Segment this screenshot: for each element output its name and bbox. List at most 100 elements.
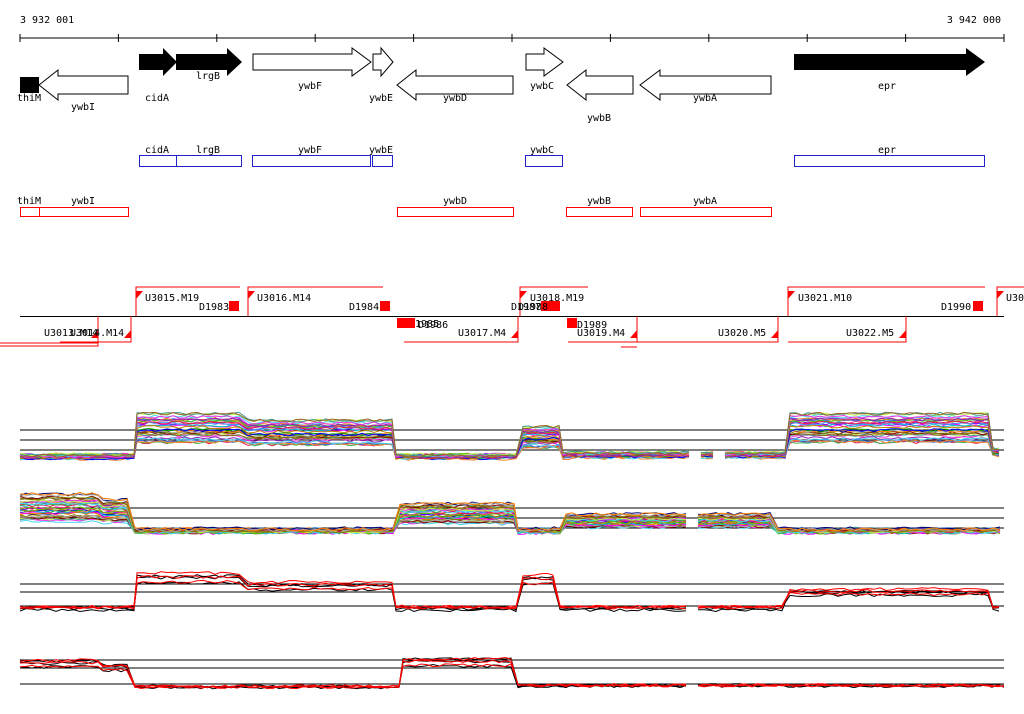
terminator-D1984[interactable]: D1984: [349, 301, 390, 313]
tu-label-U3020: U3020.M5: [718, 328, 766, 339]
gene-label-ywbE: ywbE: [369, 93, 393, 104]
gene-ywbE[interactable]: ywbE: [369, 46, 394, 104]
red-box-label-ywbA: ywbA: [693, 196, 717, 207]
terminator-D1990[interactable]: D1990: [941, 301, 983, 313]
terminator-D1985[interactable]: D1985: [397, 318, 439, 330]
expression-profile-line: [19, 496, 1001, 531]
transcription-unit-track: U3015.M19 U3016.M14 U3018.M19 U3021.M10 …: [0, 286, 1024, 348]
red-box-ywbI[interactable]: ywbI: [39, 196, 129, 217]
blue-box-epr[interactable]: epr: [794, 145, 985, 167]
gene-ywbC[interactable]: ywbC: [525, 47, 564, 92]
blue-box-cidA[interactable]: cidA: [139, 145, 177, 167]
gene-label-ywbB: ywbB: [587, 113, 611, 124]
red-box-ywbA[interactable]: ywbA: [640, 196, 772, 217]
expression-panel-forward-conditions: [19, 411, 1004, 461]
tu-U3017[interactable]: U3017.M4: [404, 316, 519, 343]
gene-ywbB[interactable]: ywbB: [566, 68, 634, 124]
terminator-label-D1988: D1988: [518, 302, 548, 313]
tu-label-U3018: U3018.M19: [530, 293, 584, 304]
tu-label-U3021: U3021.M10: [798, 293, 852, 304]
tu-U3013[interactable]: U3013.M14: [0, 316, 99, 347]
gene-lrgB[interactable]: lrgB: [176, 48, 242, 82]
gene-label-lrgB: lrgB: [196, 71, 220, 82]
expression-profile-line: [19, 414, 1000, 459]
tu-U30-partial[interactable]: U30: [996, 286, 1024, 316]
gene-label-epr: epr: [878, 81, 896, 92]
expression-panel-reverse-summary: [19, 656, 1005, 690]
red-box-thiM[interactable]: thiM: [17, 196, 41, 217]
terminator-D1988[interactable]: D1988: [518, 301, 560, 313]
blue-box-lrgB[interactable]: lrgB: [176, 145, 242, 167]
tu-U3020[interactable]: U3020.M5: [637, 316, 779, 343]
reverse-region-track: thiM ywbI ywbD ywbB ywbA: [17, 196, 772, 217]
expression-panel-forward-summary: [19, 571, 1004, 613]
red-box-label-ywbI: ywbI: [71, 196, 95, 207]
blue-box-label-lrgB: lrgB: [196, 145, 220, 156]
terminator-label-D1985: D1985: [409, 319, 439, 330]
expression-profile-line: [19, 571, 1000, 609]
expression-panel-reverse-conditions: [19, 491, 1004, 535]
red-box-ywbD[interactable]: ywbD: [397, 196, 514, 217]
tu-label-U3017: U3017.M4: [458, 328, 506, 339]
tu-label-U3016: U3016.M14: [257, 293, 311, 304]
terminator-label-D1990: D1990: [941, 302, 971, 313]
tu-label-U3015: U3015.M19: [145, 293, 199, 304]
tu-label-U3014: U3014.M14: [70, 328, 124, 339]
terminator-D1986[interactable]: D1986: [405, 318, 448, 331]
tu-U3022[interactable]: U3022.M5: [788, 316, 907, 343]
red-box-label-thiM: thiM: [17, 196, 41, 207]
blue-box-label-cidA: cidA: [145, 145, 169, 156]
gene-label-ywbA: ywbA: [693, 93, 717, 104]
tu-U3015[interactable]: U3015.M19: [135, 286, 240, 316]
end-coordinate: 3 942 000: [947, 15, 1001, 26]
terminator-D1987[interactable]: D1987: [511, 301, 551, 313]
gene-label-cidA: cidA: [145, 93, 169, 104]
gene-ywbA[interactable]: ywbA: [639, 69, 772, 104]
tu-U3014[interactable]: U3014.M14: [60, 316, 132, 343]
tu-U3021[interactable]: U3021.M10: [787, 286, 985, 316]
blue-box-ywbE[interactable]: ywbE: [369, 145, 393, 167]
gene-label-ywbD: ywbD: [443, 93, 467, 104]
terminator-label-D1986: D1986: [418, 320, 448, 331]
ruler-ticks: [19, 34, 1005, 42]
terminator-label-D1983: D1983: [199, 302, 229, 313]
expression-profile-line: [19, 491, 1001, 532]
expression-profile-line: [19, 432, 1000, 458]
red-box-ywbB[interactable]: ywbB: [566, 196, 633, 217]
blue-box-ywbF[interactable]: ywbF: [252, 145, 371, 167]
blue-box-label-epr: epr: [878, 145, 896, 156]
expression-profile-line: [19, 411, 1000, 458]
terminator-label-D1987: D1987: [511, 302, 541, 313]
tu-label-U3019: U3019.M4: [577, 328, 625, 339]
gene-label-thiM: thiM: [17, 93, 41, 104]
gene-thiM[interactable]: thiM: [17, 77, 41, 104]
terminator-D1989[interactable]: D1989: [567, 318, 607, 331]
blue-box-label-ywbF: ywbF: [298, 145, 322, 156]
terminator-label-D1984: D1984: [349, 302, 379, 313]
blue-box-label-ywbE: ywbE: [369, 145, 393, 156]
gene-ywbF[interactable]: ywbF: [252, 47, 372, 92]
tu-U3018[interactable]: U3018.M19: [519, 286, 588, 316]
gene-epr[interactable]: epr: [794, 48, 985, 92]
gene-ywbI[interactable]: ywbI: [38, 68, 129, 113]
red-box-label-ywbB: ywbB: [587, 196, 611, 207]
start-coordinate: 3 932 001: [20, 15, 74, 26]
expression-profile-line: [19, 656, 1005, 690]
gene-label-ywbC: ywbC: [530, 81, 554, 92]
forward-region-track: cidA lrgB ywbF ywbE ywbC epr: [139, 145, 985, 167]
gene-track: thiM ywbI cidA lrgB ywbF ywbE yw: [17, 46, 985, 124]
tu-label-U30-partial: U30: [1006, 293, 1024, 304]
red-box-label-ywbD: ywbD: [443, 196, 467, 207]
tu-label-U3013: U3013.M14: [44, 328, 98, 339]
blue-box-label-ywbC: ywbC: [530, 145, 554, 156]
gene-ywbD[interactable]: ywbD: [396, 68, 514, 104]
gene-label-ywbF: ywbF: [298, 81, 322, 92]
gene-cidA[interactable]: cidA: [139, 48, 177, 104]
blue-box-ywbC[interactable]: ywbC: [525, 145, 563, 167]
coordinate-ruler: 3 932 001 3 942 000: [19, 15, 1005, 42]
gene-label-ywbI: ywbI: [71, 102, 95, 113]
terminator-D1983[interactable]: D1983: [199, 301, 239, 313]
tu-label-U3022: U3022.M5: [846, 328, 894, 339]
tu-U3016[interactable]: U3016.M14: [247, 286, 383, 316]
